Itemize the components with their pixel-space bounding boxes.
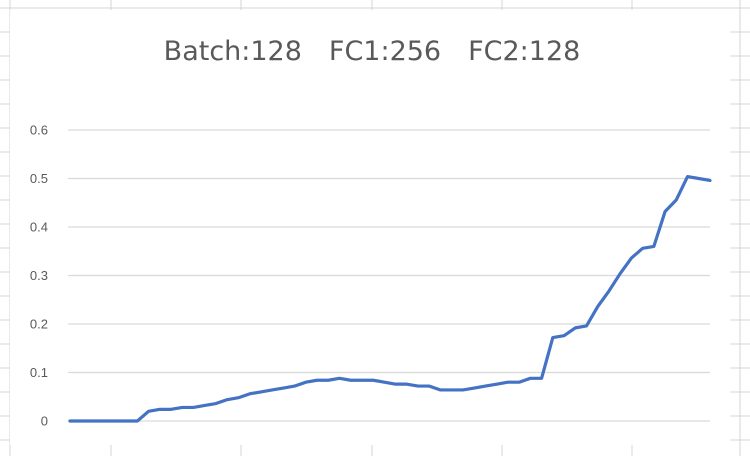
y-tick-label: 0.1 xyxy=(30,365,48,380)
gridlines xyxy=(68,129,710,422)
y-tick-label: 0.6 xyxy=(30,123,48,138)
y-axis: 0 0.1 0.2 0.3 0.4 0.5 0.6 xyxy=(30,123,48,429)
chart-title: Batch:128 FC1:256 FC2:128 xyxy=(164,36,581,67)
y-tick-label: 0 xyxy=(41,414,48,429)
y-tick-label: 0.4 xyxy=(30,220,48,235)
y-tick-label: 0.5 xyxy=(30,171,48,186)
series-layer xyxy=(68,174,712,423)
y-tick-label: 0.2 xyxy=(30,317,48,332)
series-line-0[interactable] xyxy=(68,174,712,423)
y-tick-label: 0.3 xyxy=(30,268,48,283)
